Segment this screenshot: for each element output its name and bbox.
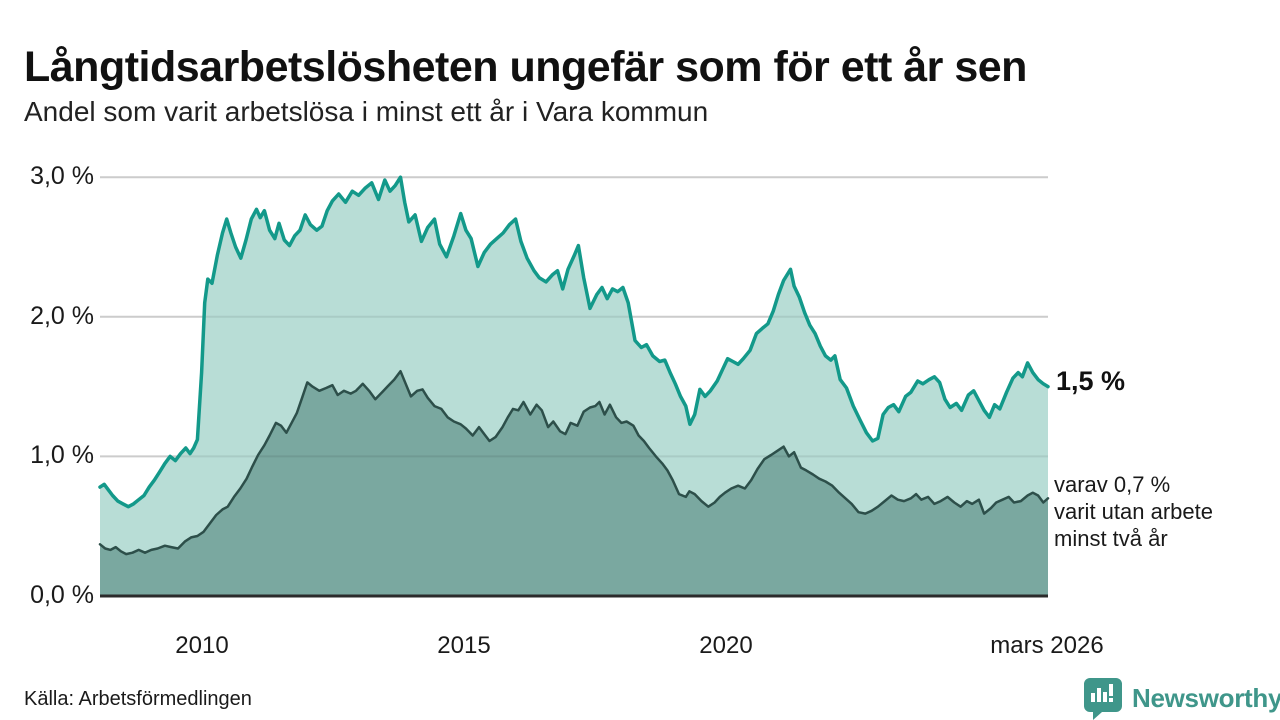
subseries-note: varav 0,7 % varit utan arbete minst två … bbox=[1054, 471, 1213, 552]
series-line-1 bbox=[98, 369, 1050, 556]
x-tick-mars-2026: mars 2026 bbox=[990, 632, 1104, 659]
y-tick-2: 2,0 % bbox=[30, 302, 94, 330]
x-tick-2010: 2010 bbox=[175, 632, 229, 659]
series-line-0 bbox=[98, 175, 1050, 509]
series-lines bbox=[98, 175, 1050, 556]
newsworthy-wordmark: Newsworthy bbox=[1132, 682, 1280, 713]
page-title: Långtidsarbetslösheten ungefär som för e… bbox=[24, 42, 1027, 91]
x-tick-2015: 2015 bbox=[437, 632, 491, 659]
source-attribution: Källa: Arbetsförmedlingen bbox=[24, 688, 252, 710]
subseries-note-line1: varav 0,7 % bbox=[1054, 472, 1171, 497]
subseries-note-line2: varit utan arbete bbox=[1054, 499, 1213, 524]
newsworthy-logo: Newsworthy bbox=[1082, 676, 1280, 720]
x-tick-2020: 2020 bbox=[699, 632, 753, 659]
series-area-1 bbox=[100, 371, 1048, 596]
newsworthy-icon bbox=[1084, 678, 1122, 720]
subseries-note-line3: minst två år bbox=[1054, 526, 1168, 551]
page-subtitle: Andel som varit arbetslösa i minst ett å… bbox=[24, 96, 709, 127]
y-tick-3: 3,0 % bbox=[30, 162, 94, 190]
latest-value-label: 1,5 % bbox=[1056, 366, 1126, 396]
series-areas bbox=[100, 177, 1048, 596]
y-tick-0: 0,0 % bbox=[30, 581, 94, 609]
y-tick-1: 1,0 % bbox=[30, 441, 94, 469]
